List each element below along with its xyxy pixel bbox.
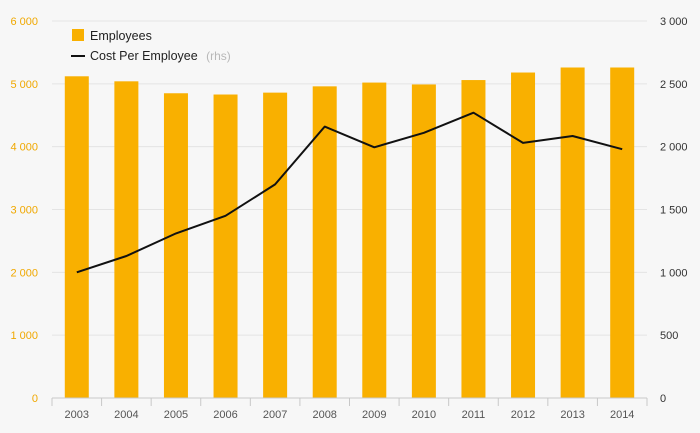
legend-swatch-employees [72, 29, 84, 41]
x-tick-label: 2007 [263, 409, 287, 421]
line-cost-per-employee [76, 111, 623, 274]
y-left-tick-label: 5 000 [10, 79, 38, 91]
y-left-tick-label: 4 000 [10, 142, 38, 154]
legend-label-cost-text: Cost Per Employee [90, 49, 198, 63]
y-left-tick-label: 3 000 [10, 205, 38, 217]
bar-series-employees [64, 67, 635, 399]
bar-2008 [312, 86, 337, 398]
y-left-tick-label: 0 [32, 393, 38, 405]
x-tick-label: 2012 [511, 409, 535, 421]
x-tick-label: 2008 [312, 409, 336, 421]
legend-label-cost-per-employee: Cost Per Employee (rhs) [90, 47, 231, 64]
x-tick-label: 2010 [412, 409, 436, 421]
bar-2010 [411, 84, 436, 398]
legend-label-employees: Employees [90, 29, 152, 43]
x-tick-label: 2013 [560, 409, 584, 421]
y-right-tick-label: 0 [660, 393, 666, 405]
bar-2004 [114, 81, 139, 398]
bar-2011 [461, 80, 486, 399]
y-right-tick-label: 2 000 [660, 142, 688, 154]
x-tick-label: 2011 [462, 409, 486, 421]
y-right-tick-label: 1 500 [660, 205, 688, 217]
gridlines [52, 20, 647, 336]
x-tick-label: 2009 [362, 409, 386, 421]
x-tick-label: 2006 [213, 409, 237, 421]
y-right-tick-label: 500 [660, 330, 678, 342]
legend: Employees Cost Per Employee (rhs) [71, 29, 231, 64]
bar-2007 [263, 92, 288, 398]
x-tick-label: 2004 [114, 409, 138, 421]
y-right-tick-label: 2 500 [660, 79, 688, 91]
y-left-tick-label: 1 000 [10, 330, 38, 342]
bar-2013 [560, 67, 585, 398]
line-series-cost-per-employee [76, 111, 623, 274]
bar-2003 [64, 76, 89, 398]
bar-2014 [610, 67, 635, 398]
y-right-tick-label: 1 000 [660, 267, 688, 279]
axes: 2003 2004 2005 2006 2007 2008 2009 2010 2011 2012… [10, 16, 687, 421]
bar-2005 [163, 93, 188, 398]
bar-2012 [511, 72, 536, 399]
y-left-tick-label: 6 000 [10, 16, 38, 28]
x-tick-label: 2005 [164, 409, 188, 421]
bar-2009 [362, 82, 387, 399]
y-right-tick-label: 3 000 [660, 16, 688, 28]
bar-2006 [213, 94, 238, 398]
legend-label-rhs: (rhs) [206, 49, 231, 63]
x-tick-label: 2003 [65, 409, 89, 421]
y-left-tick-label: 2 000 [10, 267, 38, 279]
x-tick-label: 2014 [610, 409, 634, 421]
